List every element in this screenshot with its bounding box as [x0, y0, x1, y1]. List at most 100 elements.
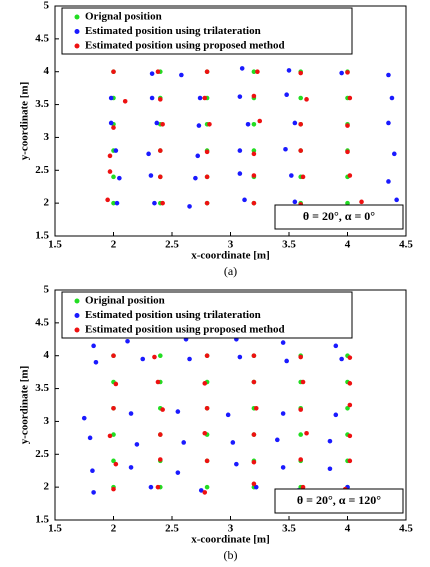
point — [286, 68, 292, 73]
point — [339, 70, 344, 76]
point — [160, 121, 165, 127]
point — [175, 470, 181, 475]
y-tick-label: 3 — [44, 131, 50, 143]
legend-box — [61, 291, 353, 339]
point — [195, 153, 201, 159]
point — [202, 95, 208, 101]
point — [251, 93, 257, 99]
point — [91, 343, 96, 349]
point — [187, 204, 192, 209]
point — [345, 149, 350, 155]
point — [114, 200, 120, 206]
point — [304, 97, 309, 102]
y-tick-label: 5 — [44, 284, 50, 296]
point — [202, 381, 208, 386]
point — [113, 461, 119, 467]
point — [253, 405, 259, 411]
caption: (b) — [224, 548, 238, 562]
point — [304, 430, 309, 436]
point — [117, 175, 122, 181]
point — [108, 95, 114, 101]
point — [298, 95, 304, 101]
point — [204, 484, 210, 490]
x-tick-label: 3.5 — [282, 239, 296, 251]
point — [105, 197, 110, 203]
point — [300, 174, 306, 180]
point — [251, 151, 257, 157]
legend-label: Estimated position using trilateration — [85, 25, 261, 37]
point — [345, 123, 350, 128]
point — [230, 440, 236, 445]
point — [333, 343, 339, 349]
legend-label: Original position — [85, 295, 165, 307]
point — [202, 430, 208, 436]
point — [149, 95, 155, 101]
point — [204, 174, 210, 180]
point — [333, 412, 339, 418]
point — [255, 69, 260, 75]
point — [345, 70, 350, 75]
point — [289, 173, 294, 178]
point — [122, 98, 128, 104]
legend-marker — [74, 43, 80, 49]
y-tick-label: 4 — [44, 65, 50, 77]
y-tick-label: 3.5 — [35, 98, 49, 110]
point — [204, 200, 210, 206]
point — [125, 338, 130, 344]
point — [251, 481, 257, 487]
point — [158, 148, 163, 153]
point — [359, 199, 364, 205]
point — [81, 415, 87, 421]
x-tick-label: 4 — [345, 239, 351, 251]
point — [158, 353, 163, 359]
point — [280, 340, 286, 345]
point — [389, 95, 395, 101]
x-tick-label: 1.5 — [48, 523, 62, 535]
point — [245, 121, 251, 127]
point — [175, 409, 181, 414]
point — [204, 405, 210, 411]
point — [160, 200, 165, 206]
annotation-box — [274, 204, 404, 230]
point — [392, 151, 397, 157]
point — [155, 69, 161, 75]
point — [111, 353, 116, 359]
legend-marker — [74, 29, 80, 34]
x-tick-label: 2 — [111, 523, 117, 535]
point — [107, 153, 113, 159]
point — [93, 359, 99, 365]
point — [394, 197, 399, 203]
point — [107, 169, 113, 174]
point — [160, 407, 165, 412]
point — [327, 466, 333, 472]
point — [298, 457, 304, 462]
legend-marker — [74, 313, 80, 318]
y-tick-label: 5 — [44, 0, 50, 12]
point — [298, 432, 304, 437]
point — [298, 70, 304, 76]
point — [284, 92, 289, 98]
point — [111, 458, 116, 464]
x-tick-label: 2.5 — [165, 239, 179, 251]
y-tick-label: 3.5 — [35, 382, 49, 394]
point — [111, 174, 116, 180]
point — [111, 125, 116, 130]
point — [251, 432, 257, 437]
point — [111, 405, 116, 411]
x-tick-label: 3.5 — [282, 523, 296, 535]
point — [111, 486, 116, 492]
x-tick-label: 4.5 — [399, 523, 413, 535]
point — [202, 490, 208, 495]
x-tick-label: 2 — [111, 239, 117, 251]
y-tick-label: 2.5 — [35, 164, 49, 176]
legend: Orignal position Estimated position using… — [61, 7, 353, 55]
point — [196, 123, 202, 128]
x-tick-label: 4 — [345, 523, 351, 535]
point — [345, 405, 350, 411]
point — [298, 354, 304, 360]
legend: Original position Estimated position usin… — [61, 291, 353, 339]
panel: 1.5 2 2.5 3 3.5 4 4.5 1.5 2 2.5 3 3.5 4 4.5 5 x-coordin… — [19, 284, 414, 562]
point — [134, 442, 140, 447]
point — [193, 175, 198, 181]
legend-box — [61, 7, 353, 55]
